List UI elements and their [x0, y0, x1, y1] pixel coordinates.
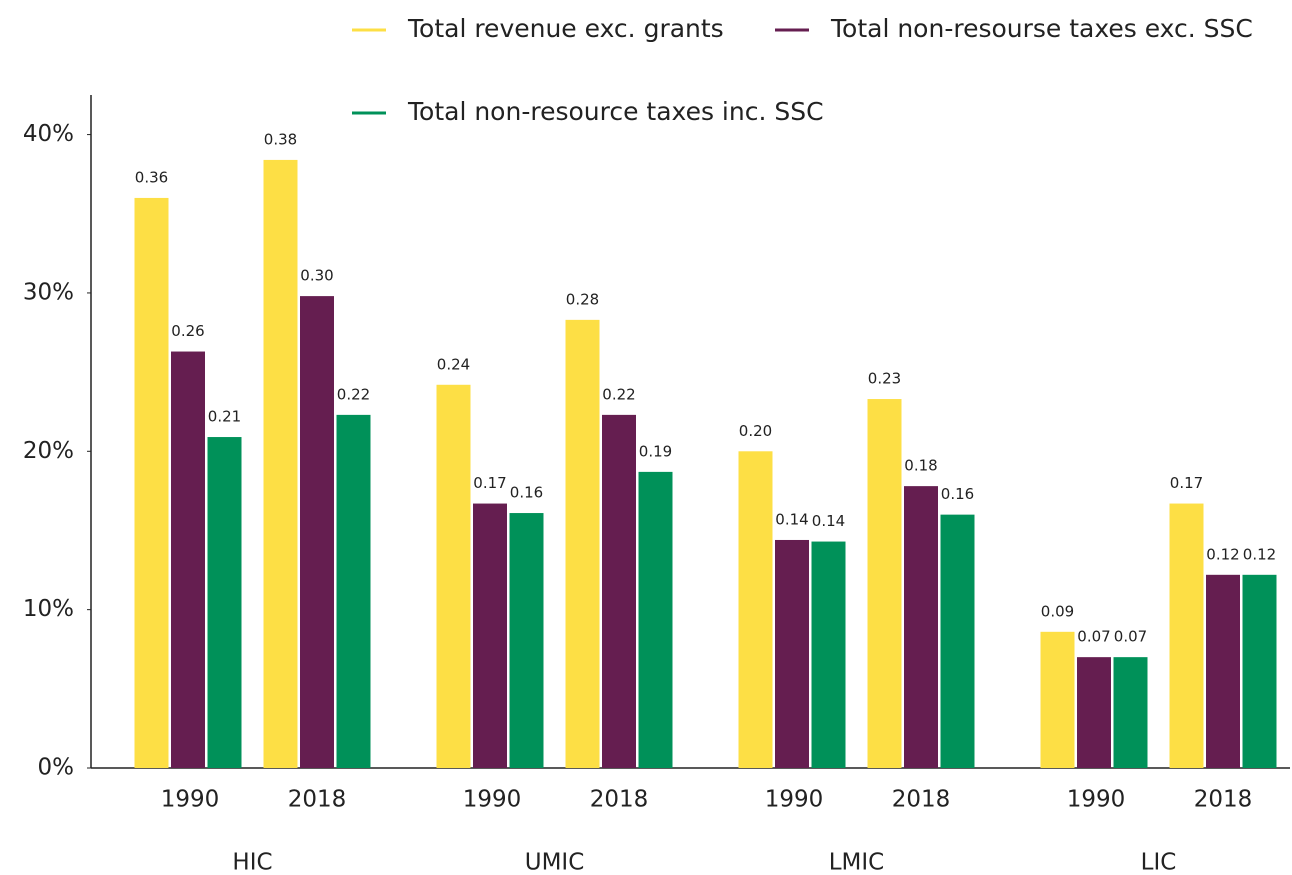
- bar: [775, 539, 809, 768]
- bar: [940, 514, 975, 768]
- x-tick-label: 1990: [463, 787, 522, 813]
- value-label: 0.12: [1206, 545, 1239, 563]
- bar: [1206, 574, 1240, 768]
- bar: [263, 159, 298, 769]
- bar: [336, 414, 371, 768]
- x-tick-label: 2018: [1194, 787, 1253, 813]
- legend-label: Total revenue exc. grants: [407, 14, 724, 43]
- bar: [207, 437, 242, 768]
- group-label: LMIC: [829, 850, 885, 875]
- bar: [602, 414, 636, 768]
- bar: [565, 319, 600, 768]
- value-label: 0.17: [473, 474, 506, 492]
- value-label: 0.26: [171, 322, 204, 340]
- value-label: 0.14: [812, 512, 845, 530]
- bar: [473, 503, 507, 768]
- value-label: 0.22: [337, 385, 370, 403]
- value-label: 0.22: [602, 385, 635, 403]
- y-tick-label: 20%: [23, 438, 74, 464]
- bar: [867, 399, 902, 768]
- value-label: 0.19: [639, 442, 672, 460]
- value-label: 0.20: [739, 422, 772, 440]
- x-tick-label: 1990: [1067, 787, 1126, 813]
- value-label: 0.07: [1077, 628, 1110, 646]
- x-tick-label: 2018: [892, 787, 951, 813]
- value-label: 0.24: [437, 355, 470, 373]
- value-label: 0.18: [904, 457, 937, 475]
- value-label: 0.23: [868, 370, 901, 388]
- bar: [904, 486, 938, 768]
- value-label: 0.30: [300, 267, 333, 285]
- x-tick-label: 1990: [765, 787, 824, 813]
- value-label: 0.07: [1114, 628, 1147, 646]
- bar: [638, 471, 673, 768]
- value-label: 0.17: [1170, 474, 1203, 492]
- group-label: UMIC: [525, 850, 585, 875]
- legend-label: Total non-resource taxes inc. SSC: [407, 97, 824, 126]
- value-label: 0.09: [1041, 602, 1074, 620]
- y-tick-label: 30%: [23, 279, 74, 305]
- x-tick-label: 2018: [288, 787, 347, 813]
- group-label: LIC: [1141, 850, 1177, 875]
- bar: [1077, 657, 1111, 768]
- value-label: 0.21: [208, 408, 241, 426]
- value-label: 0.28: [566, 290, 599, 308]
- bar: [1242, 574, 1277, 768]
- bar: [811, 541, 846, 768]
- x-tick-label: 1990: [161, 787, 220, 813]
- value-label: 0.38: [264, 130, 297, 148]
- value-label: 0.12: [1243, 545, 1276, 563]
- bar: [1113, 657, 1148, 768]
- value-label: 0.16: [510, 484, 543, 502]
- y-tick-label: 0%: [38, 755, 75, 781]
- bar: [1169, 503, 1204, 768]
- value-label: 0.36: [135, 168, 168, 186]
- bar: [509, 513, 544, 768]
- bar: [134, 197, 169, 768]
- legend-label: Total non-resourse taxes exc. SSC: [830, 14, 1253, 43]
- value-label: 0.16: [941, 485, 974, 503]
- bar: [738, 451, 773, 768]
- group-label: HIC: [232, 850, 272, 875]
- value-label: 0.14: [775, 510, 808, 528]
- x-tick-label: 2018: [590, 787, 649, 813]
- bar: [436, 384, 471, 768]
- y-tick-label: 40%: [23, 121, 74, 147]
- y-tick-label: 10%: [23, 596, 74, 622]
- bar: [1040, 631, 1075, 768]
- bar: [171, 351, 205, 768]
- bar: [300, 296, 334, 768]
